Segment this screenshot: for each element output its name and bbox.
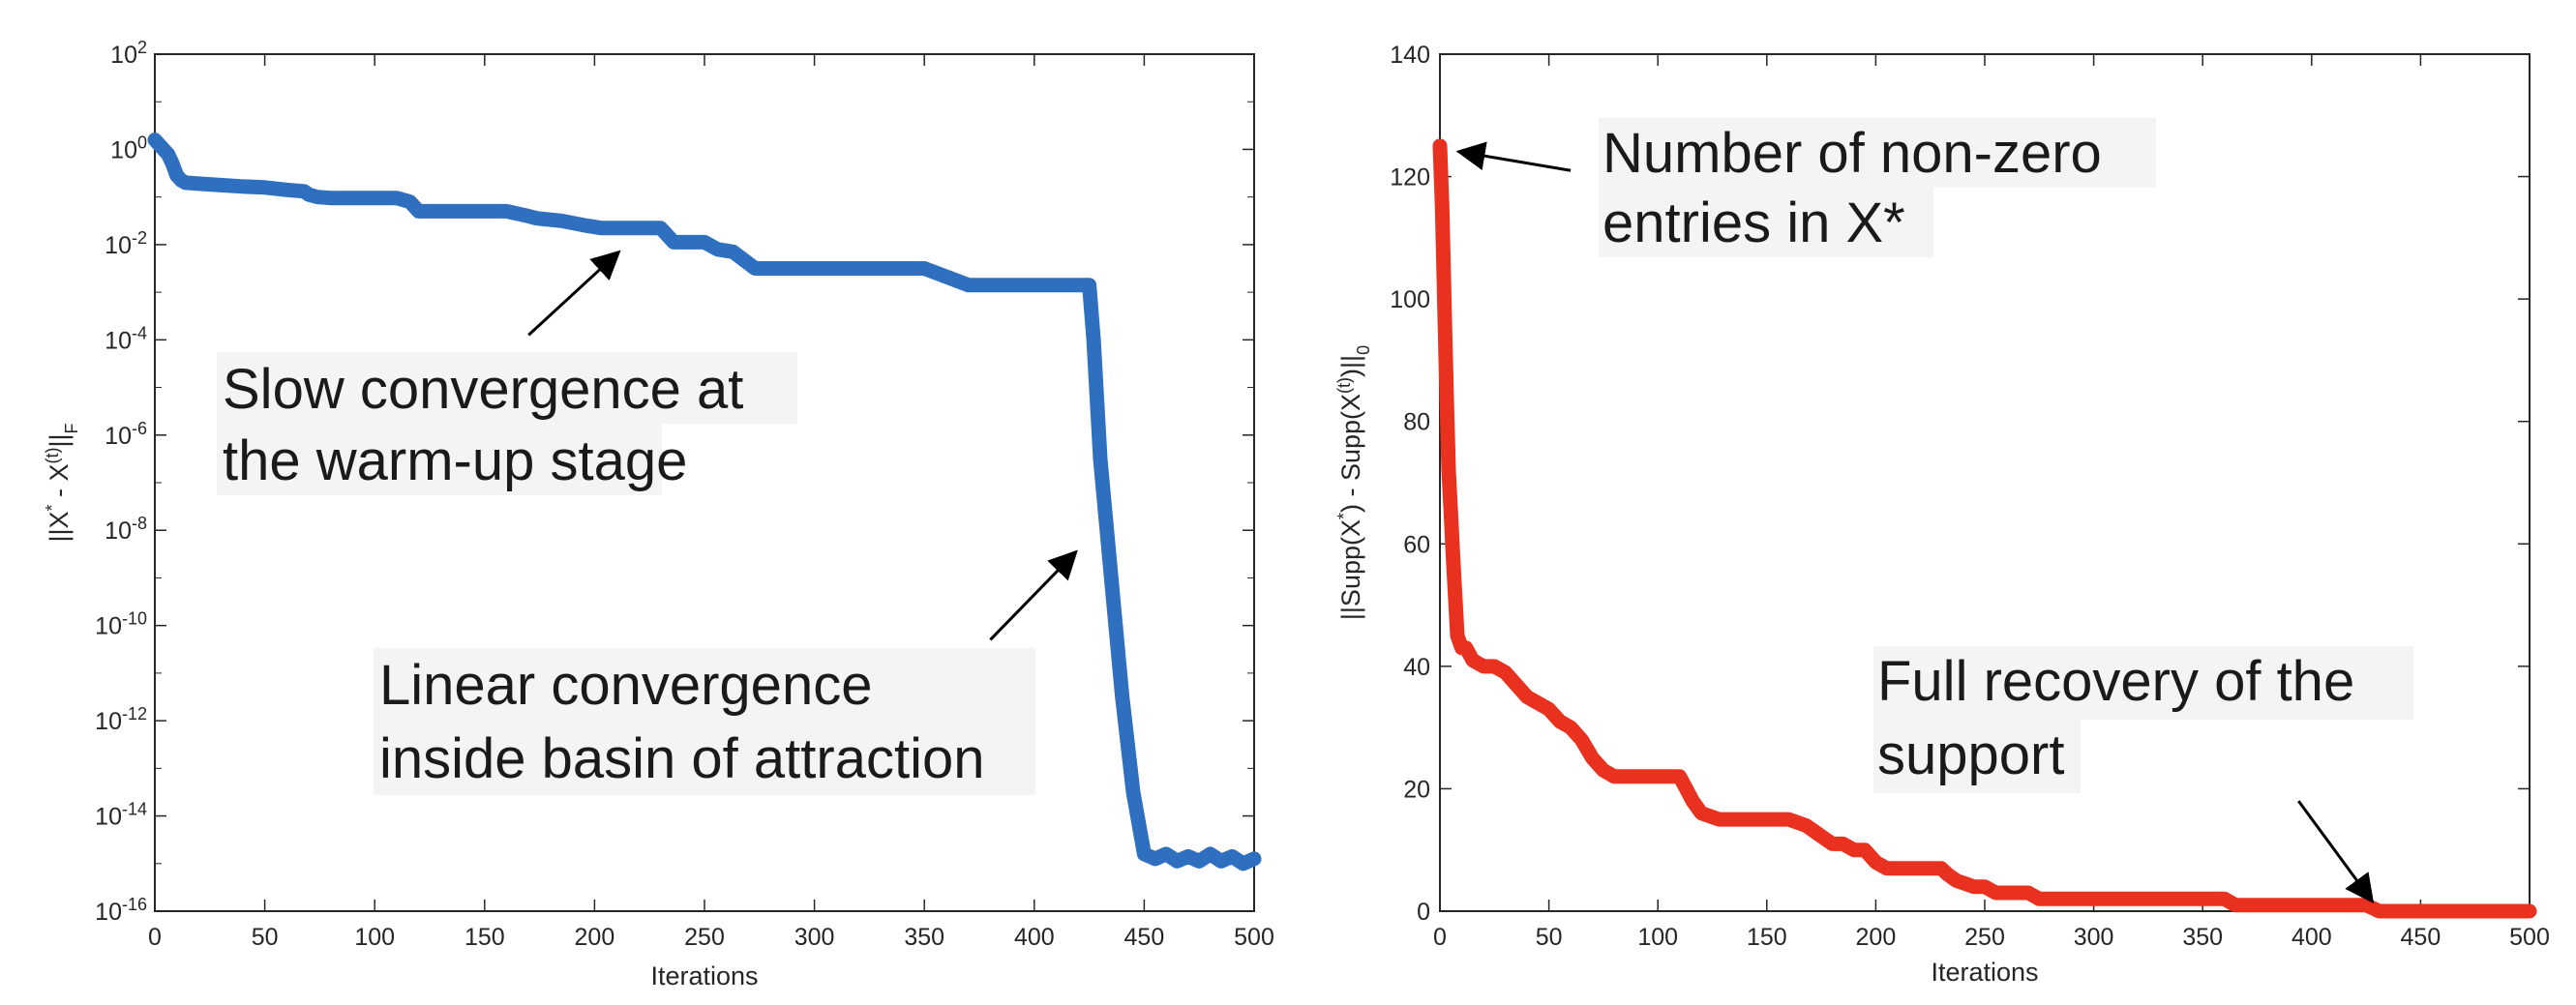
left-x-tick-label: 150 xyxy=(464,924,505,951)
annotation-arrow xyxy=(2297,800,2375,904)
right-chart: 0 50 100 150 200 250 300 350 400 450 500 0 20 40 60 80 1… xyxy=(1334,42,2550,987)
right-annotations: Number of non-zero entries in X* Full reco… xyxy=(1455,118,2413,904)
right-y-tick-label: 120 xyxy=(1390,164,1430,192)
left-x-tick-label: 450 xyxy=(1124,924,1165,951)
right-y-tick-label: 80 xyxy=(1403,409,1430,436)
right-y-tick-label: 60 xyxy=(1403,531,1430,558)
left-annotation: Slow convergence at the warm-up stage xyxy=(217,250,797,495)
right-x-axis-title: Iterations xyxy=(1931,958,2038,987)
right-y-tick-label: 0 xyxy=(1417,899,1430,926)
annotation-text: the warm-up stage xyxy=(223,429,687,492)
left-y-tick-label: 10-4 xyxy=(105,323,147,354)
annotation-text: Linear convergence xyxy=(379,654,872,717)
annotation-text: support xyxy=(1877,724,2064,786)
annotation-text: inside basin of attraction xyxy=(379,727,984,790)
left-grid-ticks: 0 50 100 150 200 250 300 350 400 450 500 102 100 10-2… xyxy=(95,38,1274,951)
right-x-tick-label: 500 xyxy=(2509,924,2550,951)
left-x-tick-label: 200 xyxy=(575,924,615,951)
left-y-tick-label: 100 xyxy=(110,133,147,163)
left-y-tick-label: 10-14 xyxy=(95,800,147,831)
left-y-tick-label: 10-10 xyxy=(95,609,147,640)
annotation-text: Slow convergence at xyxy=(223,358,743,421)
right-series-line xyxy=(1432,138,2537,919)
right-x-tick-label: 150 xyxy=(1747,924,1787,951)
right-x-tick-label: 200 xyxy=(1856,924,1897,951)
left-annotation: Linear convergence inside basin of attra… xyxy=(374,549,1078,795)
left-x-tick-label: 50 xyxy=(252,924,279,951)
right-x-tick-label: 450 xyxy=(2401,924,2441,951)
left-x-tick-label: 250 xyxy=(684,924,725,951)
left-x-tick-label: 100 xyxy=(354,924,395,951)
annotation-background xyxy=(1599,118,2156,188)
left-x-tick-label: 350 xyxy=(904,924,944,951)
annotation-text: Number of non-zero xyxy=(1603,122,2102,185)
right-x-tick-label: 250 xyxy=(1964,924,2005,951)
right-series xyxy=(1432,138,2537,919)
right-x-tick-label: 0 xyxy=(1433,924,1447,951)
left-y-tick-label: 10-12 xyxy=(95,704,147,735)
annotation-background xyxy=(374,722,1035,795)
left-x-tick-label: 0 xyxy=(148,924,162,951)
right-x-tick-label: 400 xyxy=(2291,924,2332,951)
left-chart: 0 50 100 150 200 250 300 350 400 450 500 102 100 10-2… xyxy=(43,38,1274,990)
annotation-background xyxy=(374,648,1035,722)
annotation-arrow xyxy=(1455,141,1572,172)
right-y-tick-label: 140 xyxy=(1390,42,1430,69)
annotation-background xyxy=(217,424,662,495)
left-x-tick-label: 400 xyxy=(1014,924,1055,951)
annotation-background xyxy=(1873,646,2413,720)
right-x-tick-label: 350 xyxy=(2182,924,2223,951)
annotation-background xyxy=(1599,188,1933,257)
right-x-tick-label: 50 xyxy=(1536,924,1563,951)
left-y-tick-label: 102 xyxy=(110,38,147,69)
left-y-tick-label: 10-6 xyxy=(105,419,147,450)
annotation-text: Full recovery of the xyxy=(1877,650,2354,713)
right-annotation: Number of non-zero entries in X* xyxy=(1455,118,2156,257)
left-y-tick-label: 10-8 xyxy=(105,514,147,545)
right-x-tick-label: 300 xyxy=(2074,924,2114,951)
right-y-tick-label: 20 xyxy=(1403,776,1430,803)
annotation-text: entries in X* xyxy=(1603,192,1905,254)
left-x-tick-label: 300 xyxy=(794,924,835,951)
left-series-line xyxy=(147,133,1262,872)
left-series xyxy=(147,133,1262,872)
left-annotations: Slow convergence at the warm-up stage Line… xyxy=(217,250,1078,795)
right-y-axis-title: ||Supp(X*) - Supp(X(t))||0 xyxy=(1334,345,1373,620)
right-y-tick-label: 100 xyxy=(1390,286,1430,313)
right-y-tick-label: 40 xyxy=(1403,654,1430,681)
annotation-arrow xyxy=(527,250,621,337)
left-y-tick-label: 10-2 xyxy=(105,228,147,259)
annotation-background xyxy=(1873,720,2081,793)
left-y-axis-title: ||X* - X(t)||F xyxy=(43,423,81,542)
right-annotation: Full recovery of the support xyxy=(1873,646,2413,904)
annotation-arrow xyxy=(989,549,1078,641)
right-grid-ticks: 0 50 100 150 200 250 300 350 400 450 500 0 20 40 60 80 1… xyxy=(1390,42,2550,951)
left-x-axis-title: Iterations xyxy=(650,961,758,990)
left-y-tick-label: 10-16 xyxy=(95,895,147,926)
left-x-tick-label: 500 xyxy=(1234,924,1274,951)
annotation-background xyxy=(217,352,797,424)
right-x-tick-label: 100 xyxy=(1637,924,1678,951)
